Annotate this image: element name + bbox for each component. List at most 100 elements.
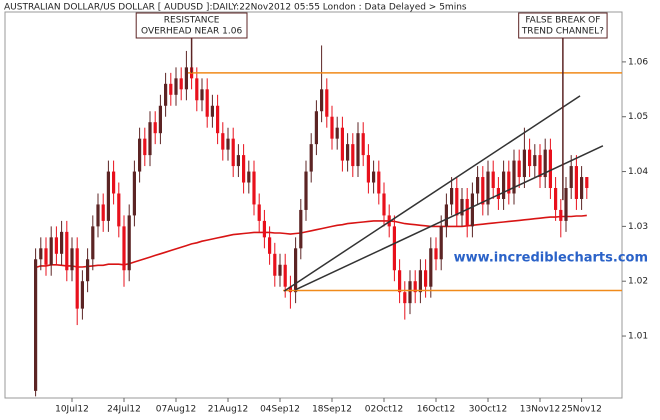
candle-body <box>574 166 578 199</box>
candle-body <box>382 193 386 216</box>
annotation-box <box>135 12 248 39</box>
candle-body <box>502 171 506 199</box>
x-tick-label: 04Sep12 <box>260 405 300 415</box>
x-tick-label: 24Jul12 <box>107 405 141 415</box>
candle-body <box>169 83 173 95</box>
candle-body <box>231 138 235 167</box>
candle-body <box>517 160 521 178</box>
candle-body <box>548 149 552 189</box>
candle-body <box>49 237 53 265</box>
candle-body <box>236 155 240 167</box>
candle-body <box>70 248 74 271</box>
annotation-box <box>518 12 608 39</box>
candle-body <box>580 177 584 199</box>
annotation-text: OVERHEAD NEAR 1.06 <box>141 27 242 37</box>
candle-body <box>216 105 220 134</box>
candle-body <box>429 248 433 287</box>
candle-body <box>320 89 324 112</box>
annotation-text: FALSE BREAK OF <box>525 16 600 26</box>
candle-body <box>262 220 266 238</box>
candle-body <box>330 116 334 139</box>
candle-body <box>65 231 69 271</box>
candle-body <box>564 188 568 221</box>
candle-body <box>257 204 261 221</box>
candle-body <box>44 248 48 265</box>
candle-body <box>470 193 474 227</box>
candle-body <box>585 177 589 189</box>
x-tick-label: 18Sep12 <box>312 405 352 415</box>
moving-average <box>35 214 587 269</box>
y-tick-label: 1.05 <box>628 112 648 122</box>
candle-body <box>554 188 558 210</box>
candle-body <box>117 193 121 227</box>
candle-body <box>86 259 90 282</box>
x-tick-label: 25Nov12 <box>561 405 601 415</box>
x-tick-label: 21Aug12 <box>208 405 248 415</box>
candle-body <box>60 231 64 254</box>
candle-body <box>242 155 246 183</box>
candle-body <box>106 171 110 221</box>
candle-body <box>481 177 485 205</box>
candle-body <box>538 155 542 178</box>
y-tick-label: 1.06 <box>628 57 648 67</box>
candle-body <box>288 286 292 293</box>
candle-body <box>75 248 79 309</box>
candle-body <box>247 171 251 183</box>
candle-body <box>278 264 282 276</box>
candle-body <box>543 149 547 178</box>
candle-body <box>283 264 287 287</box>
candle-body <box>444 204 448 227</box>
candle-body <box>127 215 131 271</box>
candle-body <box>184 67 188 90</box>
candle-body <box>101 204 105 221</box>
candle-body <box>221 133 225 150</box>
candle-body <box>559 209 563 221</box>
candle-body <box>533 155 537 167</box>
candle-body <box>512 160 516 194</box>
x-tick-label: 02Oct12 <box>365 405 403 415</box>
candle-body <box>195 78 199 101</box>
candle-body <box>496 188 500 199</box>
trend-line <box>294 145 604 291</box>
candle-body <box>80 281 84 309</box>
candle-body <box>132 171 136 216</box>
candle-body <box>153 122 157 134</box>
candle-body <box>356 133 360 167</box>
candle-body <box>439 226 443 260</box>
candle-body <box>294 248 298 293</box>
plot-frame <box>4 11 623 399</box>
y-tick-label: 1.04 <box>628 167 648 177</box>
candle-body <box>122 226 126 271</box>
candle-body <box>210 105 214 117</box>
candle-body <box>268 237 272 254</box>
candle-body <box>351 144 355 167</box>
candle-body <box>164 83 168 106</box>
candle-body <box>418 270 422 293</box>
watermark: www.incrediblecharts.com <box>454 251 648 266</box>
trend-line <box>283 95 581 292</box>
candle-body <box>366 155 370 183</box>
candle-body <box>398 270 402 293</box>
candle-body <box>252 171 256 205</box>
candle-body <box>325 89 329 117</box>
candle-body <box>476 177 480 194</box>
candle-body <box>361 133 365 156</box>
chart-title: AUSTRALIAN DOLLAR/US DOLLAR [ AUDUSD ]:D… <box>4 3 467 13</box>
x-tick-label: 30Oct12 <box>469 405 507 415</box>
candle-body <box>486 171 490 205</box>
candle-body <box>143 138 147 156</box>
annotation-text: TREND CHANNEL? <box>521 27 604 37</box>
candle-body <box>200 89 204 101</box>
y-tick-label: 1.01 <box>628 332 648 342</box>
candle-body <box>226 138 230 150</box>
candle-body <box>455 188 459 216</box>
candle-body <box>174 78 178 95</box>
candle-body <box>413 281 417 293</box>
candle-body <box>148 122 152 156</box>
candle-body <box>273 253 277 276</box>
candle-body <box>304 171 308 210</box>
candle-body <box>54 237 58 254</box>
candle-body <box>377 171 381 194</box>
x-tick-label: 07Aug12 <box>156 405 196 415</box>
